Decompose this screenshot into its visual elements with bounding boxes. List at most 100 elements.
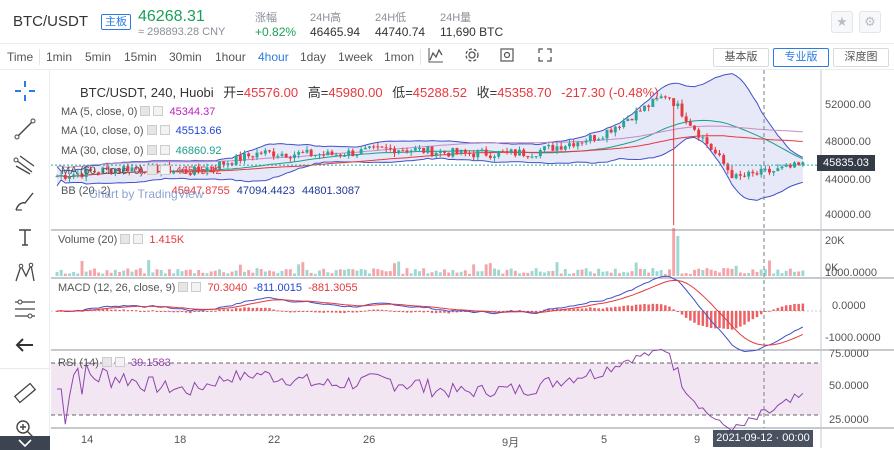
candle-body bbox=[526, 155, 530, 158]
macd-histogram-bar bbox=[218, 309, 221, 311]
candle-body bbox=[355, 154, 359, 157]
settings-icon[interactable] bbox=[146, 145, 157, 155]
interval-4hour[interactable]: 4hour bbox=[258, 50, 289, 64]
settings-icon[interactable] bbox=[146, 165, 157, 175]
interval-1day[interactable]: 1day bbox=[300, 50, 327, 64]
screenshot-icon[interactable] bbox=[497, 47, 517, 67]
volume-bar bbox=[434, 270, 438, 276]
settings-icon[interactable] bbox=[101, 357, 112, 367]
rsi-legend[interactable]: RSI (14) 39.1583 bbox=[58, 357, 171, 369]
volume-bar bbox=[255, 268, 259, 276]
pro-version-button[interactable]: 专业版 bbox=[773, 48, 829, 67]
fibonacci-icon[interactable] bbox=[12, 296, 38, 322]
macd-histogram-bar bbox=[564, 308, 567, 311]
settings-icon[interactable] bbox=[140, 106, 151, 116]
date-tick: 9 bbox=[694, 434, 701, 446]
trendline-icon[interactable] bbox=[12, 116, 38, 142]
volume-bar bbox=[55, 271, 59, 276]
basic-version-button[interactable]: 基本版 bbox=[713, 48, 769, 67]
candle-body bbox=[434, 152, 438, 156]
settings-icon[interactable] bbox=[178, 282, 189, 292]
settings-icon[interactable]: ⚙ bbox=[859, 11, 881, 33]
macd-histogram-bar bbox=[189, 311, 192, 314]
volume-label: 24H量 bbox=[440, 12, 472, 24]
close-icon[interactable] bbox=[159, 145, 170, 155]
pattern-icon[interactable] bbox=[12, 260, 38, 286]
candle-body bbox=[538, 150, 542, 157]
macd-histogram-bar bbox=[130, 310, 134, 312]
macd-histogram-bar bbox=[405, 311, 409, 313]
candle-body bbox=[347, 150, 351, 156]
close-icon[interactable] bbox=[114, 357, 125, 367]
candle-body bbox=[468, 152, 471, 154]
candle-body bbox=[368, 146, 371, 148]
ruler-icon[interactable] bbox=[12, 380, 38, 406]
bb-legend[interactable]: BB (20, 2) 45947.8755 47094.4423 44801.3… bbox=[61, 185, 360, 197]
macd-histogram-bar bbox=[414, 311, 417, 313]
macd-histogram-bar bbox=[734, 311, 738, 329]
close-icon[interactable] bbox=[133, 234, 144, 244]
candle-body bbox=[534, 156, 538, 158]
rsi-band-fill bbox=[51, 363, 821, 415]
candle-body bbox=[113, 168, 117, 174]
candle-body bbox=[605, 129, 609, 139]
interval-30min[interactable]: 30min bbox=[169, 50, 202, 64]
candle-body bbox=[734, 174, 738, 179]
ma60-legend[interactable]: MA (60, close, 0) 46545.42 bbox=[61, 165, 222, 177]
fullscreen-icon[interactable] bbox=[535, 47, 555, 67]
macd-histogram-bar bbox=[105, 308, 109, 311]
symbol-label: BTC/USDT, 240, Huobi bbox=[80, 85, 214, 100]
interval-1mon[interactable]: 1mon bbox=[384, 50, 415, 64]
close-icon[interactable] bbox=[153, 106, 164, 116]
settings-icon[interactable] bbox=[462, 47, 482, 67]
interval-5min[interactable]: 5min bbox=[85, 50, 112, 64]
ma30-legend[interactable]: MA (30, close, 0) 46860.92 bbox=[61, 145, 222, 157]
pair-title[interactable]: BTC/USDT bbox=[13, 13, 88, 30]
ma5-legend[interactable]: MA (5, close, 0) 45344.37 bbox=[61, 106, 215, 118]
macd-histogram-bar bbox=[430, 311, 434, 313]
interval-1min[interactable]: 1min bbox=[46, 50, 73, 64]
candle-body bbox=[443, 151, 446, 153]
interval-time[interactable]: Time bbox=[7, 50, 34, 64]
interval-1hour[interactable]: 1hour bbox=[215, 50, 246, 64]
volume-bar bbox=[551, 270, 555, 276]
close-icon[interactable] bbox=[159, 165, 170, 175]
volume-bar bbox=[693, 269, 696, 276]
candle-body bbox=[413, 148, 417, 151]
volume-bar bbox=[534, 268, 538, 276]
candle-body bbox=[684, 116, 688, 122]
crosshair-icon[interactable] bbox=[12, 78, 38, 104]
interval-15min[interactable]: 15min bbox=[124, 50, 157, 64]
volume-bar bbox=[59, 269, 63, 276]
close-icon[interactable] bbox=[159, 125, 170, 135]
candle-body bbox=[376, 146, 380, 148]
depth-chart-button[interactable]: 深度图 bbox=[833, 48, 889, 67]
macd-histogram-bar bbox=[530, 311, 534, 313]
change-value: +0.82% bbox=[255, 25, 297, 39]
back-arrow-icon[interactable] bbox=[12, 332, 38, 358]
candle-body bbox=[105, 167, 109, 169]
ma60-value: 46545.42 bbox=[175, 165, 222, 177]
star-icon[interactable]: ★ bbox=[831, 11, 853, 33]
volume-bar bbox=[730, 268, 734, 276]
macd-legend[interactable]: MACD (12, 26, close, 9) 70.3040 -811.001… bbox=[58, 282, 358, 294]
interval-1week[interactable]: 1week bbox=[338, 50, 373, 64]
text-icon[interactable] bbox=[12, 224, 38, 250]
collapse-toolbar-button[interactable] bbox=[0, 436, 50, 450]
candle-body bbox=[568, 143, 571, 147]
candle-body bbox=[238, 155, 242, 161]
settings-icon[interactable] bbox=[146, 125, 157, 135]
close-icon[interactable] bbox=[191, 282, 202, 292]
brush-icon[interactable] bbox=[12, 188, 38, 214]
macd-histogram-bar bbox=[401, 311, 405, 313]
indicator-icon[interactable] bbox=[426, 47, 446, 67]
chart-area[interactable]: BTC/USDT, 240, Huobi 开=45576.00 高=45980.… bbox=[51, 70, 894, 450]
chart-canvas[interactable] bbox=[51, 70, 894, 450]
pitchfork-icon[interactable] bbox=[12, 152, 38, 178]
candle-body bbox=[480, 149, 484, 151]
macd-histogram-bar bbox=[709, 311, 713, 328]
macd-histogram-bar bbox=[647, 304, 650, 311]
settings-icon[interactable] bbox=[120, 234, 131, 244]
ma10-legend[interactable]: MA (10, close, 0) 45513.66 bbox=[61, 125, 222, 137]
volume-legend[interactable]: Volume (20) 1.415K bbox=[58, 234, 184, 246]
